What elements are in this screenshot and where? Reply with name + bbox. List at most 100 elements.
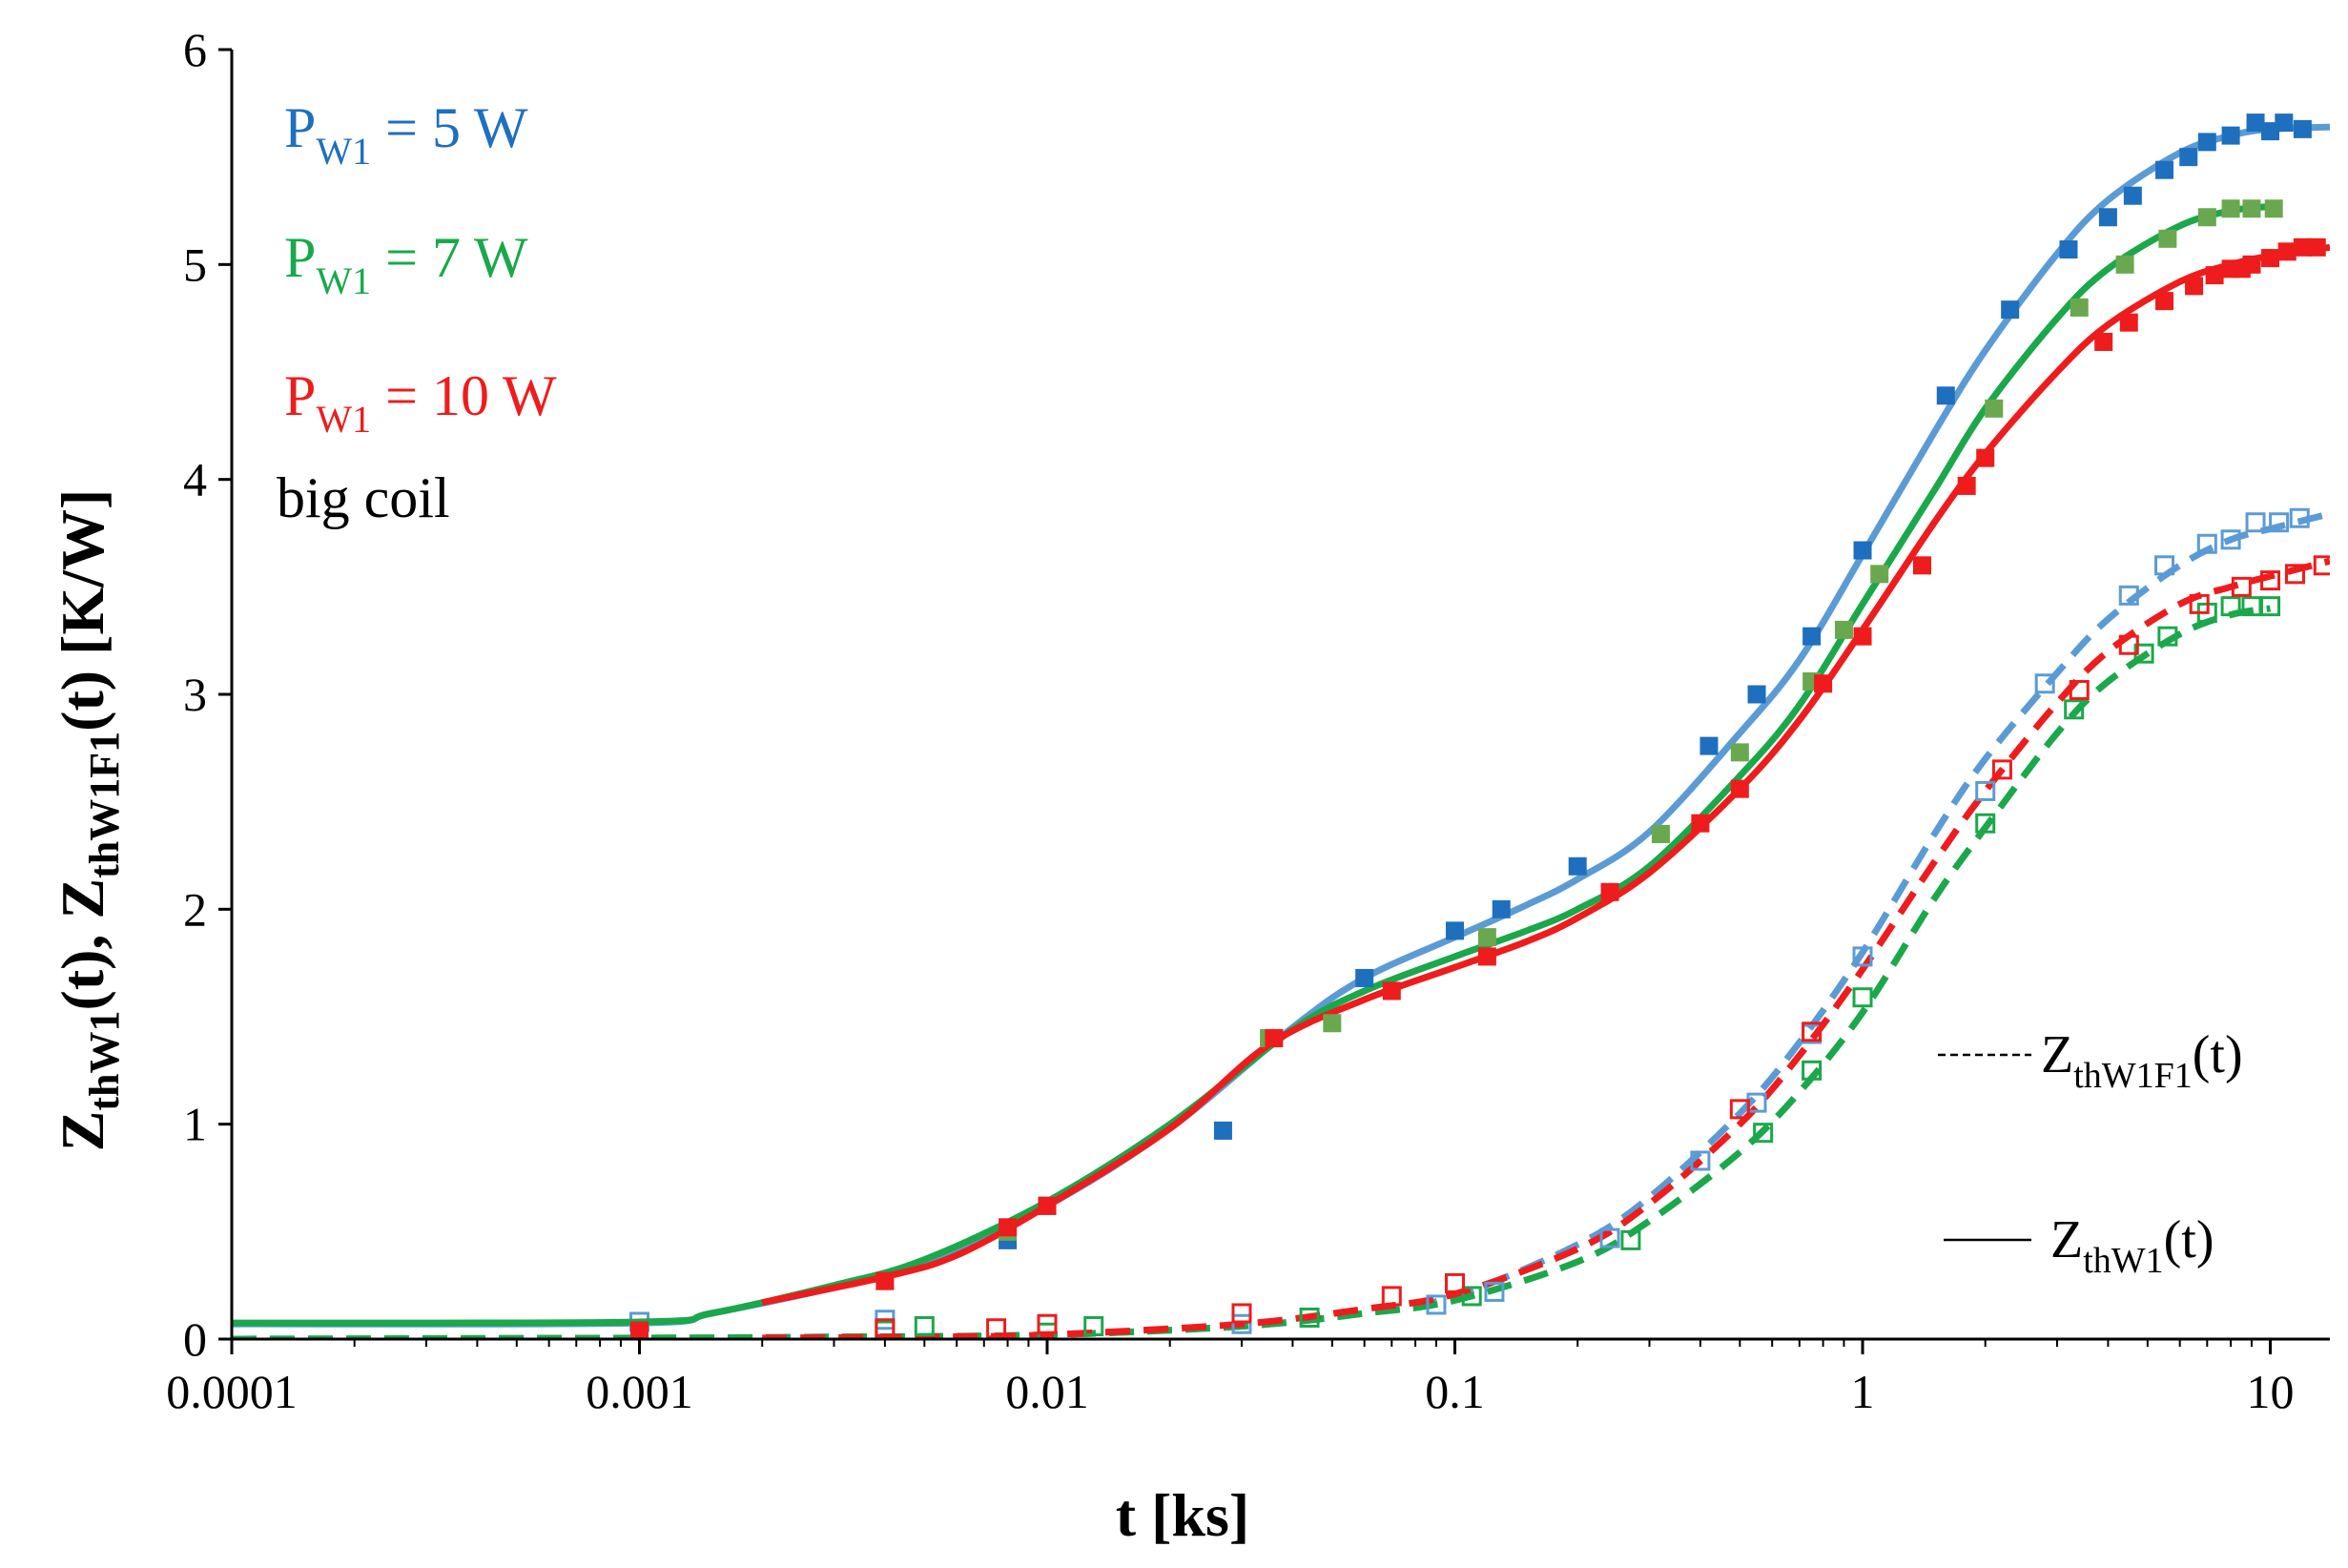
legend-solid-label: ZthW1(t) bbox=[2050, 1210, 2214, 1281]
data-point bbox=[1038, 1196, 1057, 1215]
data-point bbox=[2098, 208, 2117, 227]
data-point bbox=[1265, 1029, 1284, 1048]
data-point bbox=[1446, 921, 1465, 940]
data-point bbox=[1426, 1294, 1447, 1315]
y-title-s1: thW1 bbox=[81, 1010, 128, 1110]
y-tick-label: 5 bbox=[183, 237, 207, 291]
x-axis-title: t [ks] bbox=[1116, 1481, 1249, 1549]
data-point bbox=[1957, 476, 1976, 495]
data-point bbox=[1299, 1307, 1320, 1328]
data-point bbox=[2157, 626, 2178, 647]
data-point bbox=[1853, 627, 1872, 646]
data-point bbox=[2154, 555, 2175, 576]
data-point bbox=[2221, 126, 2240, 145]
data-point bbox=[1814, 674, 1833, 693]
data-point bbox=[1870, 565, 1889, 584]
data-point bbox=[2242, 255, 2261, 274]
data-point bbox=[1382, 981, 1401, 1001]
data-point bbox=[2069, 679, 2090, 700]
data-point bbox=[1231, 1303, 1252, 1324]
data-point bbox=[1746, 1092, 1767, 1113]
annotation-p5-tail: = 5 W bbox=[371, 96, 528, 159]
data-point bbox=[2284, 564, 2305, 585]
data-point bbox=[2115, 255, 2134, 274]
annotation-p7-sub: W1 bbox=[316, 259, 371, 302]
data-point bbox=[1461, 1286, 1482, 1307]
data-point bbox=[2221, 199, 2240, 218]
data-point bbox=[2313, 555, 2330, 576]
data-point bbox=[1912, 556, 1931, 575]
data-point bbox=[2260, 596, 2281, 617]
data-point bbox=[1568, 856, 1587, 876]
y-title-z2: Z bbox=[49, 878, 116, 919]
data-point bbox=[2196, 533, 2217, 554]
data-point bbox=[1975, 813, 1996, 834]
annotation-p10-sub: W1 bbox=[316, 398, 371, 441]
data-point bbox=[875, 1271, 895, 1290]
data-point bbox=[1484, 1281, 1505, 1302]
data-point bbox=[2293, 119, 2312, 138]
data-point bbox=[1355, 968, 1374, 987]
data-point bbox=[2260, 570, 2281, 591]
legend-solid-tail: (t) bbox=[2164, 1210, 2214, 1269]
data-point bbox=[2155, 292, 2174, 311]
y-title-m2: (t) [K/W] bbox=[49, 489, 116, 732]
data-point bbox=[1936, 386, 1955, 405]
data-point bbox=[914, 1315, 935, 1336]
annotation-p10: PW1 = 10 W bbox=[284, 364, 557, 441]
data-point bbox=[1730, 743, 1749, 762]
data-point bbox=[1802, 1021, 1823, 1042]
data-point bbox=[1690, 1150, 1711, 1171]
data-point bbox=[2220, 596, 2241, 617]
y-tick-label: 6 bbox=[183, 23, 207, 76]
data-point bbox=[1802, 1060, 1823, 1081]
data-point bbox=[1699, 736, 1719, 755]
y-tick-label: 2 bbox=[183, 882, 207, 936]
data-point bbox=[999, 1218, 1018, 1237]
data-point bbox=[1599, 1228, 1620, 1248]
data-point bbox=[2245, 512, 2266, 533]
data-point bbox=[1600, 882, 1619, 901]
data-point bbox=[2119, 313, 2138, 332]
data-point bbox=[2242, 199, 2261, 218]
data-point bbox=[1975, 780, 1996, 801]
data-point bbox=[1231, 1313, 1252, 1334]
data-point bbox=[2118, 585, 2139, 606]
series-0 bbox=[630, 113, 2312, 1339]
x-tick-label: 10 bbox=[2247, 1365, 2295, 1418]
data-point bbox=[1730, 779, 1749, 798]
data-point bbox=[2231, 576, 2252, 597]
data-point bbox=[630, 1321, 649, 1339]
y-title-z1: Z bbox=[49, 1111, 116, 1152]
series-line bbox=[762, 557, 2330, 1339]
y-tick-label: 4 bbox=[183, 453, 207, 506]
series-9 bbox=[232, 605, 2272, 1339]
data-point bbox=[2118, 634, 2139, 655]
series-6 bbox=[629, 507, 2310, 1334]
data-point bbox=[2197, 133, 2216, 152]
series-10 bbox=[875, 555, 2330, 1339]
x-tick-label: 0.0001 bbox=[166, 1365, 298, 1418]
data-point bbox=[1213, 1121, 1232, 1140]
svg-text:PW1 = 5 W: PW1 = 5 W bbox=[284, 96, 528, 173]
series-line bbox=[232, 605, 2272, 1339]
legend-dashed-sub: thW1F1 bbox=[2073, 1056, 2193, 1096]
series-line bbox=[232, 510, 2330, 1339]
data-point bbox=[986, 1318, 1007, 1339]
data-point bbox=[1323, 1014, 1342, 1033]
data-point bbox=[2070, 298, 2089, 317]
data-point bbox=[1620, 1229, 1641, 1250]
annotation-p5-base: P bbox=[284, 96, 316, 159]
data-point bbox=[2205, 266, 2224, 285]
annotation-p7-tail: = 7 W bbox=[371, 226, 528, 289]
data-point bbox=[2269, 512, 2290, 533]
data-point bbox=[2307, 237, 2326, 257]
data-point bbox=[1852, 946, 1873, 967]
data-point bbox=[2064, 699, 2085, 720]
data-point bbox=[1651, 824, 1670, 843]
x-tick-label: 1 bbox=[1851, 1365, 1875, 1418]
data-point bbox=[2123, 186, 2142, 205]
legend-dashed-tail: (t) bbox=[2193, 1025, 2243, 1084]
data-point bbox=[1852, 987, 1873, 1008]
